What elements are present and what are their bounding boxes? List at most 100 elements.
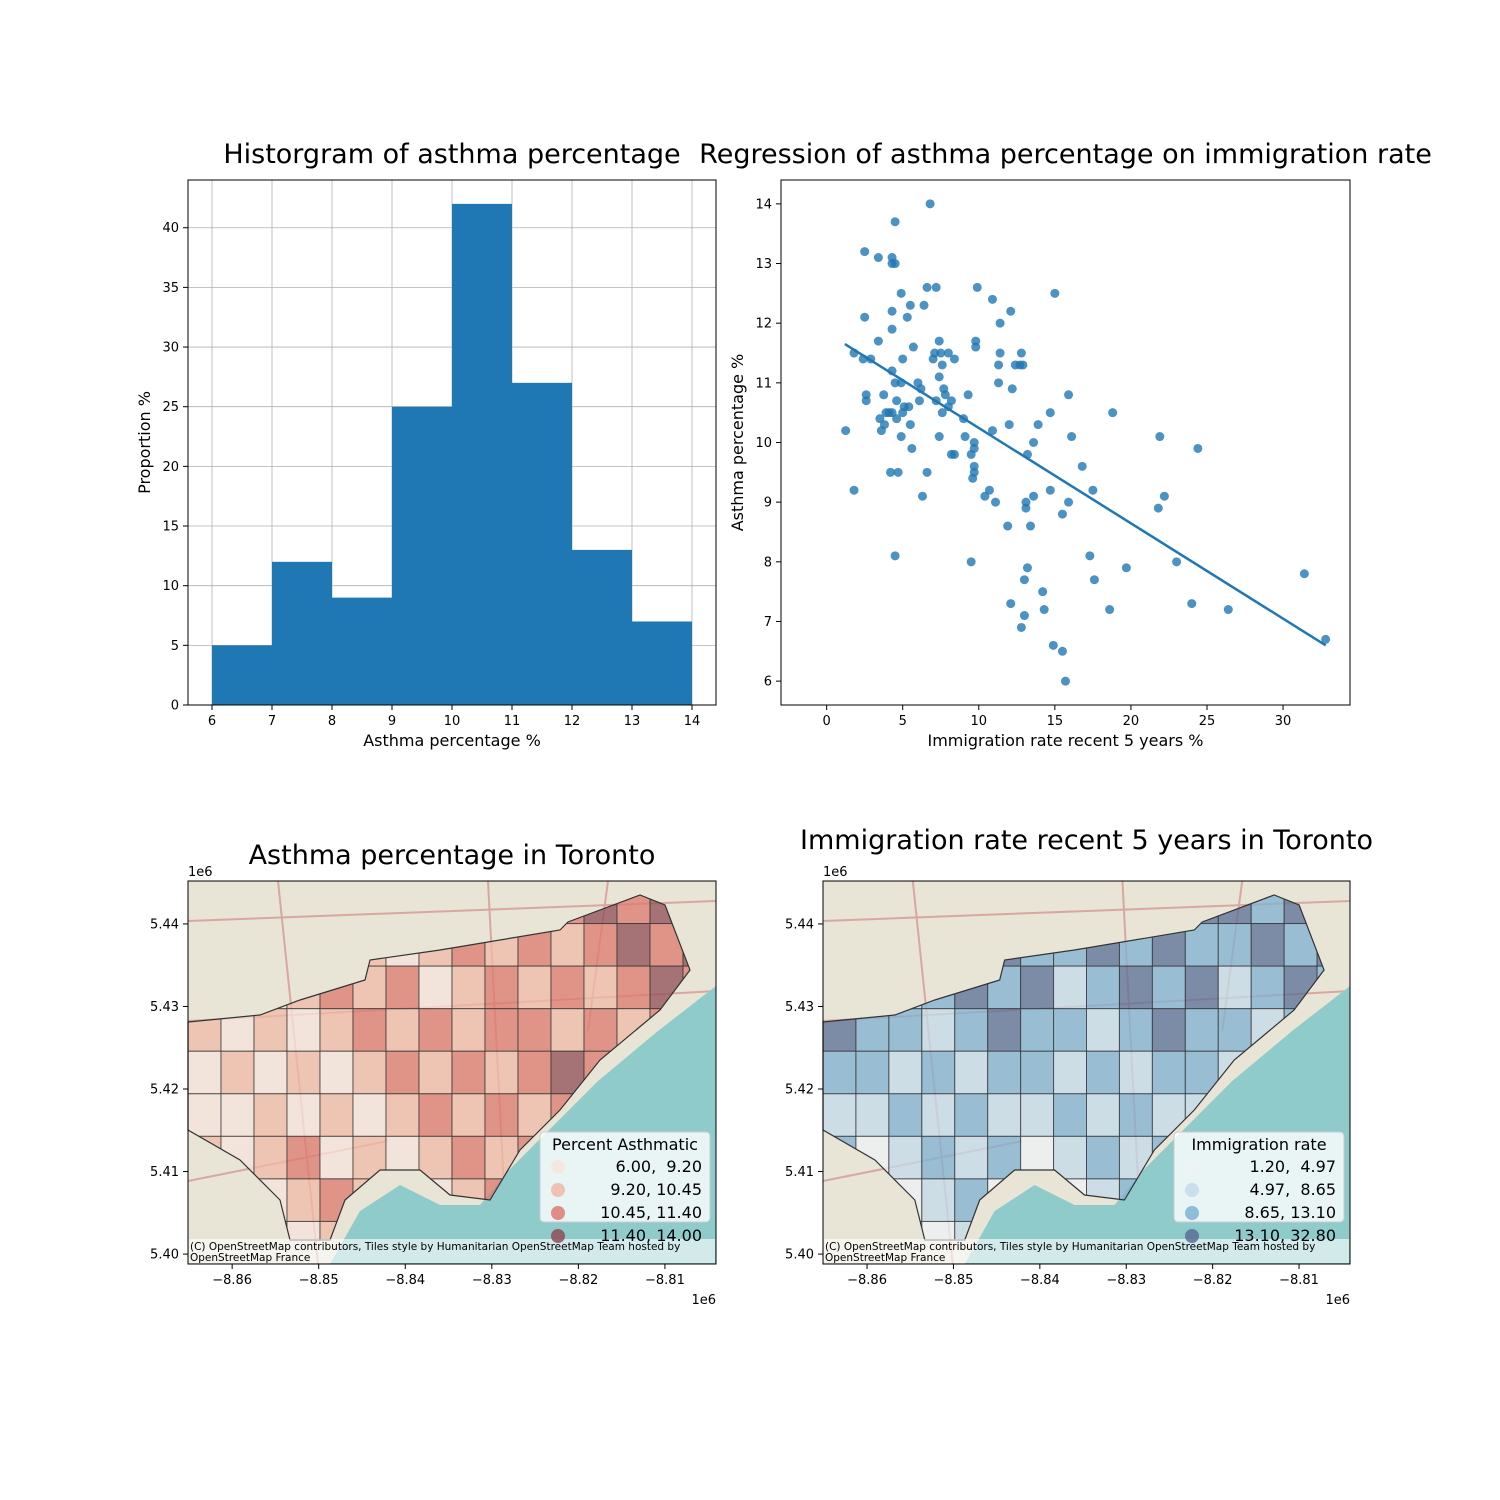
- district: [220, 1093, 255, 1137]
- scatter-point: [887, 306, 897, 316]
- legend-label: 13.10, 32.80: [1234, 1226, 1336, 1245]
- scatter-point: [960, 432, 970, 442]
- scatter-point: [934, 372, 944, 382]
- scatter-point: [937, 408, 947, 418]
- histogram-bar: [512, 382, 572, 705]
- district: [823, 1093, 857, 1137]
- x-axis-label: Immigration rate recent 5 years %: [928, 731, 1204, 750]
- district: [1020, 965, 1055, 1010]
- district: [1118, 1050, 1153, 1095]
- x-tick-label: 12: [564, 714, 581, 729]
- scatter-point: [969, 443, 979, 453]
- y-tick-label: 10: [755, 436, 772, 451]
- district: [954, 1093, 989, 1137]
- scatter-point: [1006, 599, 1016, 609]
- scatter-point: [892, 396, 902, 406]
- y-tick-label: 20: [162, 460, 179, 475]
- scatter-point: [994, 378, 1004, 388]
- district: [888, 1135, 923, 1180]
- y-tick-label: 7: [764, 615, 772, 630]
- scatter-point: [1108, 408, 1118, 418]
- y-tick-label: 0: [171, 699, 179, 714]
- axes-frame: [187, 880, 717, 1265]
- scatter-point: [946, 396, 956, 406]
- district: [451, 1050, 486, 1095]
- histogram-bar: [332, 597, 392, 705]
- scatter-point: [1039, 605, 1049, 615]
- district: [484, 965, 519, 1010]
- district: [616, 923, 651, 967]
- district: [188, 1050, 222, 1095]
- scatter-point: [1007, 384, 1017, 394]
- x-tick-label: 30: [1275, 714, 1292, 729]
- district: [286, 1178, 321, 1222]
- scatter-point: [1019, 575, 1029, 585]
- scatter-point: [896, 288, 906, 298]
- scatter-point: [949, 449, 959, 459]
- legend-title: Percent Asthmatic: [552, 1135, 698, 1154]
- y-offset-label: 1e6: [188, 865, 213, 880]
- district: [1184, 1008, 1219, 1052]
- district: [319, 1008, 354, 1052]
- scatter-point: [893, 467, 903, 477]
- x-tick-label: 15: [1047, 714, 1064, 729]
- district: [385, 1008, 420, 1052]
- scatter-point: [887, 324, 897, 334]
- scatter-point: [987, 426, 997, 436]
- scatter-point: [1021, 503, 1031, 513]
- y-tick-label: 5.43: [150, 1000, 179, 1015]
- y-tick-label: 8: [764, 555, 772, 570]
- scatter-point: [1193, 443, 1203, 453]
- y-tick-label: 35: [162, 281, 179, 296]
- attribution-bg: [824, 1239, 1349, 1263]
- scatter-point: [919, 300, 929, 310]
- scatter-point: [1064, 497, 1074, 507]
- scatter-point: [1159, 491, 1169, 501]
- x-tick-label: 10: [444, 714, 461, 729]
- scatter-point: [890, 217, 900, 227]
- district: [1053, 1093, 1087, 1137]
- district: [319, 1050, 354, 1095]
- district: [188, 1093, 222, 1137]
- x-tick-label: 8: [328, 714, 336, 729]
- y-tick-label: 5.43: [785, 1000, 814, 1015]
- y-tick-label: 6: [764, 675, 772, 690]
- y-tick-label: 14: [755, 197, 772, 212]
- scatter-point: [1089, 575, 1099, 585]
- district: [1086, 965, 1120, 1010]
- district: [517, 1008, 552, 1052]
- district: [418, 965, 453, 1010]
- district: [855, 1093, 890, 1137]
- x-tick-label: 6: [208, 714, 216, 729]
- legend-label: 4.97, 8.65: [1249, 1180, 1336, 1199]
- legend-box: [539, 1131, 711, 1223]
- district: [1217, 923, 1252, 967]
- scatter-point: [892, 414, 902, 424]
- scatter-point: [971, 342, 981, 352]
- district: [583, 965, 618, 1010]
- y-tick-label: 15: [162, 520, 179, 535]
- legend-marker: [551, 1160, 565, 1174]
- scatter-point: [1019, 611, 1029, 621]
- x-offset-label: 1e6: [691, 1293, 716, 1308]
- district: [286, 1008, 321, 1052]
- x-tick-label: −8.84: [385, 1273, 425, 1288]
- district: [1184, 965, 1219, 1010]
- scatter-point: [984, 485, 994, 495]
- district: [484, 1050, 519, 1095]
- scatter-point: [890, 259, 900, 269]
- chart-title: Asthma percentage in Toronto: [249, 840, 656, 871]
- y-tick-label: 12: [755, 317, 772, 332]
- x-tick-label: −8.85: [934, 1273, 974, 1288]
- scatter-point: [934, 432, 944, 442]
- district: [220, 1050, 255, 1095]
- district: [921, 1008, 956, 1052]
- scatter-point: [1033, 420, 1043, 430]
- district: [954, 1050, 989, 1095]
- district: [954, 1008, 989, 1052]
- district: [1118, 1008, 1153, 1052]
- scatter-point: [1187, 599, 1197, 609]
- y-axis-label: Asthma percentage %: [728, 354, 747, 532]
- district: [1086, 1093, 1120, 1137]
- scatter-point: [969, 467, 979, 477]
